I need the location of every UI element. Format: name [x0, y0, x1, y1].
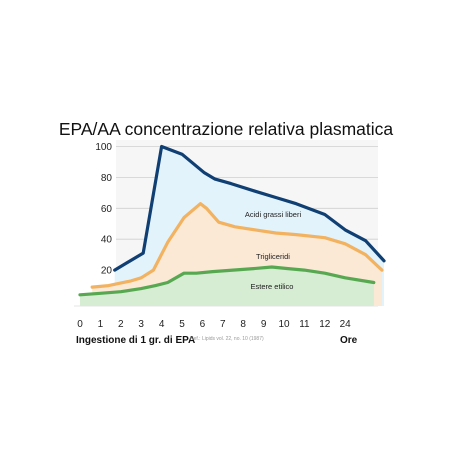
y-axis-ticks: 20 40 60 80 100	[95, 142, 112, 277]
x-tick-5: 5	[179, 319, 185, 330]
line-free-fatty-acids	[113, 144, 386, 272]
x-tick-3: 3	[138, 319, 144, 330]
x-tick-12: 12	[319, 319, 331, 330]
x-tick-0: 0	[77, 319, 83, 330]
x-tick-1: 1	[98, 319, 104, 330]
area-ethyl-ester	[80, 267, 374, 306]
y-tick-40: 40	[101, 235, 113, 246]
y-tick-20: 20	[101, 266, 113, 277]
x-tick-11: 11	[299, 319, 310, 330]
x-axis-unit: Ore	[340, 335, 358, 346]
x-tick-6: 6	[200, 319, 206, 330]
x-axis-label: Ingestione di 1 gr. di EPA	[76, 335, 195, 346]
x-tick-10: 10	[278, 319, 290, 330]
y-tick-80: 80	[101, 173, 113, 184]
series-lines	[78, 144, 386, 297]
x-tick-7: 7	[220, 319, 226, 330]
label-triglycerides: Trigliceridi	[256, 252, 290, 261]
x-tick-9: 9	[261, 319, 267, 330]
y-tick-60: 60	[101, 204, 113, 215]
reference-note: Ref.: Lipids vol. 22, no. 10 (1987)	[190, 336, 264, 342]
line-ethyl-ester	[78, 265, 376, 297]
x-axis-ticks: 0 1 2 3 4 5 6 7 8 9 10 11 12 24	[77, 319, 351, 330]
x-tick-24: 24	[340, 319, 352, 330]
label-ethyl-ester: Estere etilico	[251, 282, 294, 291]
label-free-fatty-acids: Acidi grassi liberi	[245, 210, 302, 219]
line-triglycerides	[90, 202, 384, 289]
series-labels: Acidi grassi liberi Trigliceridi Estere et…	[245, 210, 302, 291]
area-fills	[80, 146, 384, 306]
x-tick-8: 8	[240, 319, 246, 330]
x-tick-4: 4	[159, 319, 165, 330]
chart-title: EPA/AA concentrazione relativa plasmatic…	[59, 119, 394, 139]
y-tick-100: 100	[95, 142, 112, 153]
x-tick-2: 2	[118, 319, 124, 330]
